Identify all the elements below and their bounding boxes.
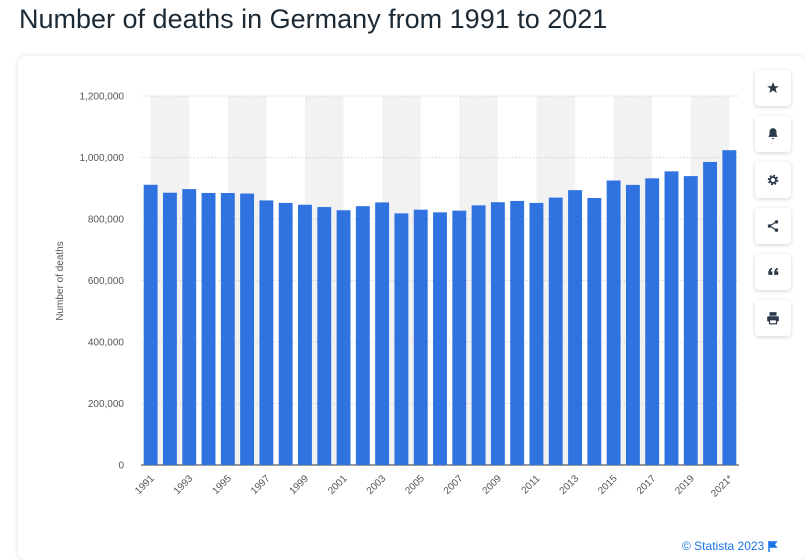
bar-1994[interactable] (201, 192, 216, 465)
x-tick-label: 1993 (172, 473, 196, 497)
bar-2003[interactable] (375, 202, 390, 465)
x-tick-label: 1991 (133, 473, 157, 497)
bar-2010[interactable] (510, 200, 525, 465)
print-icon (767, 312, 779, 325)
quote-icon (768, 267, 779, 275)
favorite-button[interactable] (755, 70, 791, 106)
notification-button[interactable] (755, 116, 791, 152)
x-tick-label: 2019 (673, 473, 697, 497)
bar-2000[interactable] (317, 207, 332, 465)
page-title: Number of deaths in Germany from 1991 to… (19, 4, 608, 34)
x-tick-label: 2011 (520, 473, 543, 496)
favorite-star-icon (767, 82, 779, 93)
x-tick-label: 2009 (480, 473, 504, 497)
credit-text: © Statista 2023 (682, 539, 765, 553)
bar-2004[interactable] (394, 213, 409, 465)
bar-2016[interactable] (625, 184, 640, 465)
share-icon (767, 220, 779, 232)
x-tick-label: 2021* (709, 473, 735, 499)
x-tick-label: 2013 (558, 473, 582, 497)
settings-gear-icon (767, 174, 779, 186)
bar-1999[interactable] (298, 204, 312, 465)
bar-2006[interactable] (433, 212, 447, 465)
bar-1993[interactable] (182, 189, 197, 465)
statista-credit[interactable]: © Statista 2023 (682, 539, 778, 553)
print-button[interactable] (755, 300, 791, 336)
bar-2014[interactable] (587, 197, 602, 465)
share-button[interactable] (755, 208, 791, 244)
y-axis-label: Number of deaths (55, 241, 66, 321)
bar-2019[interactable] (683, 176, 698, 465)
bar-1996[interactable] (240, 193, 255, 466)
cite-button[interactable] (755, 254, 791, 290)
bar-2012[interactable] (548, 197, 563, 466)
x-tick-label: 2017 (635, 473, 659, 497)
x-tick-labels: 1991 1993 1995 1997 1999 2001 2003 2005 2007 2009… (133, 473, 735, 500)
y-tick-labels: 0 200,000 400,000 600,000 800,000 1,000,000 1,… (80, 92, 125, 472)
x-tick-label: 2005 (403, 473, 427, 497)
tool-rail (755, 70, 793, 346)
bar-2018[interactable] (664, 171, 679, 465)
y-tick-label: 800,000 (88, 215, 125, 226)
bar-2005[interactable] (413, 209, 428, 465)
bar-2020[interactable] (703, 161, 718, 465)
bar-1991[interactable] (143, 184, 158, 465)
x-tick-label: 2001 (326, 473, 350, 497)
bar-2021*[interactable] (722, 150, 737, 465)
x-tick-label: 2003 (365, 473, 389, 497)
bar-2013[interactable] (568, 190, 582, 466)
x-tick-label: 1995 (210, 473, 234, 497)
x-tick-label: 2007 (442, 473, 466, 497)
y-tick-label: 600,000 (88, 276, 125, 287)
bar-1997[interactable] (259, 200, 274, 465)
bar-2008[interactable] (471, 205, 486, 465)
bar-2011[interactable] (529, 202, 544, 466)
x-tick-label: 2015 (596, 473, 620, 497)
bar-2002[interactable] (355, 206, 370, 465)
y-tick-label: 1,000,000 (80, 153, 125, 164)
x-tick-label: 1999 (288, 473, 312, 497)
bar-2007[interactable] (452, 210, 467, 465)
x-tick-label: 1997 (249, 473, 273, 497)
settings-button[interactable] (755, 162, 791, 198)
y-tick-label: 1,200,000 (80, 92, 125, 103)
bars (143, 150, 737, 466)
y-tick-label: 0 (118, 461, 124, 472)
bar-2009[interactable] (490, 202, 505, 465)
bar-2015[interactable] (606, 180, 621, 465)
notification-bell-icon (768, 128, 778, 140)
bar-2017[interactable] (645, 178, 660, 465)
flag-icon (768, 540, 778, 552)
y-tick-label: 400,000 (88, 338, 125, 349)
y-tick-label: 200,000 (88, 399, 125, 410)
bar-1998[interactable] (278, 202, 293, 466)
bar-1992[interactable] (162, 192, 177, 466)
bar-1995[interactable] (220, 192, 235, 465)
bar-2001[interactable] (336, 210, 351, 465)
